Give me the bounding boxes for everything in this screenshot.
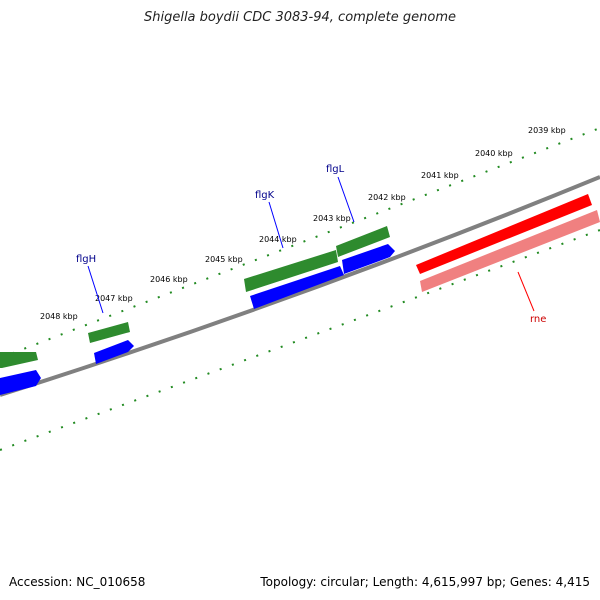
kbp-label: 2044 kbp <box>259 235 297 244</box>
gene-label-flgL: flgL <box>326 164 345 175</box>
gene-arrow <box>250 266 344 309</box>
kbp-label: 2043 kbp <box>313 214 351 223</box>
kbp-label: 2039 kbp <box>528 126 566 135</box>
kbp-labels: 2039 kbp 2040 kbp 2041 kbp 2042 kbp 2043… <box>40 126 566 321</box>
gene-label-rne: rne <box>530 314 546 325</box>
gene-block <box>244 250 338 292</box>
kbp-label: 2048 kbp <box>40 312 78 321</box>
reverse-genes <box>416 194 600 292</box>
map-title: Shigella boydii CDC 3083-94, complete ge… <box>143 10 457 25</box>
kbp-label: 2047 kbp <box>95 294 133 303</box>
gene-label-flgH: flgH <box>76 254 96 265</box>
kbp-label: 2045 kbp <box>205 255 243 264</box>
gene-arrow <box>94 340 134 364</box>
gene-block-rne <box>416 194 592 274</box>
kbp-label: 2042 kbp <box>368 193 406 202</box>
gene-arrow <box>342 244 395 274</box>
kbp-label: 2041 kbp <box>421 171 459 180</box>
gene-block <box>88 322 130 343</box>
outer-tick-track <box>0 127 600 359</box>
kbp-label: 2040 kbp <box>475 149 513 158</box>
gene-block-rne-light <box>420 210 600 292</box>
kbp-label: 2046 kbp <box>150 275 188 284</box>
genome-summary: Topology: circular; Length: 4,615,997 bp… <box>260 575 590 589</box>
forward-genes <box>0 226 390 368</box>
genome-backbone <box>0 175 600 397</box>
gene-labels: flgL flgK flgH rne <box>76 164 546 325</box>
gene-block <box>0 352 38 368</box>
forward-gene-arrows <box>0 244 395 395</box>
gene-arrow <box>0 370 41 395</box>
gene-label-flgK: flgK <box>255 190 275 201</box>
accession-text: Accession: NC_010658 <box>9 575 146 589</box>
gene-block <box>336 226 390 257</box>
